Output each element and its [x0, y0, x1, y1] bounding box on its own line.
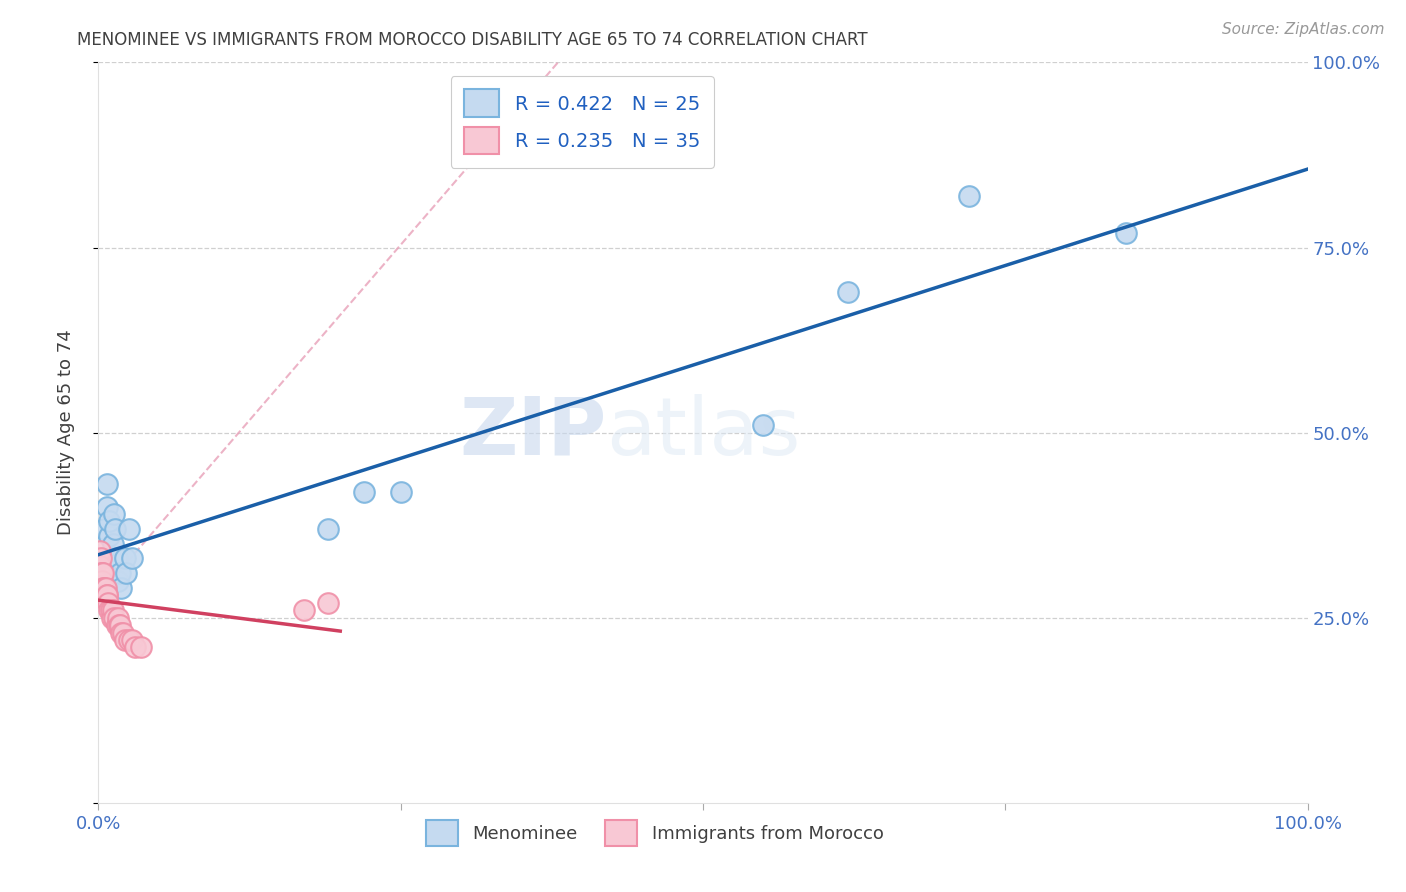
Point	[100, 551, 122, 566]
Point	[316, 596, 339, 610]
Point	[100, 610, 122, 624]
Point	[110, 625, 132, 640]
Point	[91, 581, 114, 595]
Point	[89, 544, 111, 558]
Point	[105, 618, 128, 632]
Point	[101, 603, 124, 617]
Point	[93, 581, 115, 595]
Point	[108, 566, 131, 581]
Text: MENOMINEE VS IMMIGRANTS FROM MOROCCO DISABILITY AGE 65 TO 74 CORRELATION CHART: MENOMINEE VS IMMIGRANTS FROM MOROCCO DIS…	[77, 31, 868, 49]
Point	[752, 418, 775, 433]
Point	[91, 566, 114, 581]
Point	[957, 188, 980, 202]
Point	[97, 596, 120, 610]
Point	[98, 603, 121, 617]
Point	[91, 566, 114, 581]
Point	[96, 500, 118, 514]
Point	[89, 558, 111, 573]
Point	[121, 551, 143, 566]
Point	[98, 515, 121, 529]
Point	[124, 640, 146, 655]
Point	[111, 625, 134, 640]
Y-axis label: Disability Age 65 to 74: Disability Age 65 to 74	[56, 330, 75, 535]
Point	[108, 618, 131, 632]
Point	[292, 603, 315, 617]
Point	[107, 610, 129, 624]
Point	[96, 589, 118, 603]
Point	[91, 574, 114, 588]
Point	[94, 581, 117, 595]
Point	[121, 632, 143, 647]
Point	[115, 566, 138, 581]
Point	[90, 551, 112, 566]
Point	[87, 551, 110, 566]
Text: atlas: atlas	[606, 393, 800, 472]
Point	[316, 522, 339, 536]
Point	[107, 574, 129, 588]
Point	[104, 522, 127, 536]
Text: Source: ZipAtlas.com: Source: ZipAtlas.com	[1222, 22, 1385, 37]
Point	[389, 484, 412, 499]
Point	[87, 574, 110, 588]
Point	[114, 632, 136, 647]
Point	[353, 484, 375, 499]
Point	[101, 536, 124, 550]
Point	[96, 477, 118, 491]
Point	[90, 566, 112, 581]
Point	[105, 551, 128, 566]
Point	[108, 618, 131, 632]
Point	[87, 551, 110, 566]
Point	[96, 589, 118, 603]
Point	[100, 603, 122, 617]
Point	[103, 610, 125, 624]
Point	[103, 507, 125, 521]
Point	[129, 640, 152, 655]
Point	[87, 589, 110, 603]
Point	[1115, 226, 1137, 240]
Point	[118, 632, 141, 647]
Point	[114, 551, 136, 566]
Point	[837, 285, 859, 299]
Point	[93, 589, 115, 603]
Text: ZIP: ZIP	[458, 393, 606, 472]
Point	[93, 522, 115, 536]
Point	[118, 522, 141, 536]
Point	[98, 529, 121, 543]
Point	[110, 581, 132, 595]
Legend: Menominee, Immigrants from Morocco: Menominee, Immigrants from Morocco	[419, 813, 891, 853]
